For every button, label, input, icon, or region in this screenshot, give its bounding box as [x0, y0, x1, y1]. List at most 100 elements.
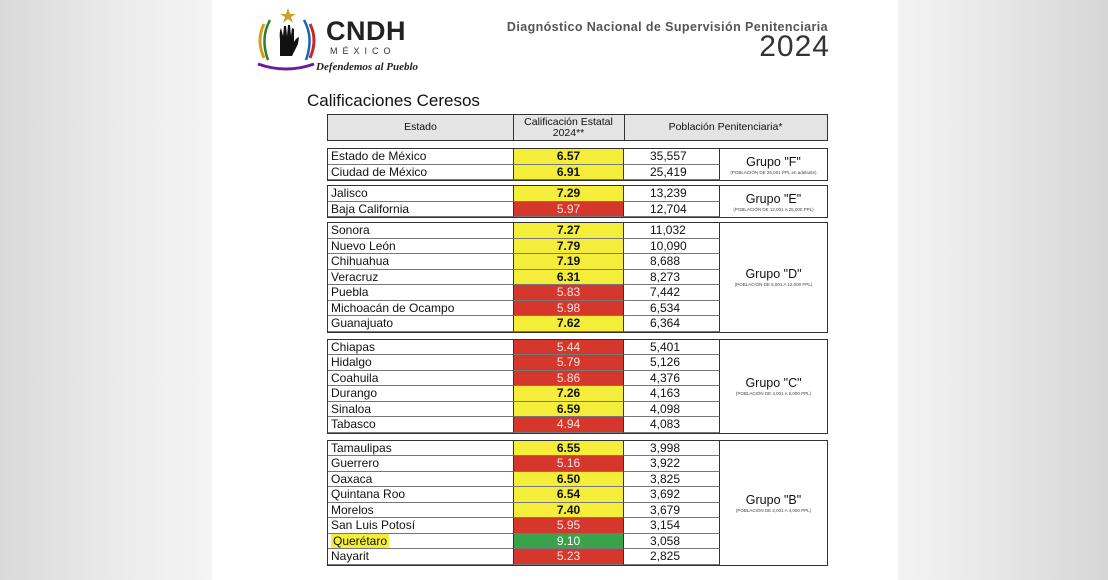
state-name-text: Tabasco	[331, 417, 376, 431]
group-range-note: (POBLACIÓN DE 6,001 A 12,000 PPL)	[734, 282, 813, 288]
state-score: 5.83	[514, 285, 624, 301]
state-name: Puebla	[328, 285, 514, 301]
background-right	[898, 0, 1108, 580]
state-score: 6.57	[514, 149, 624, 165]
state-name: Ciudad de México	[328, 164, 514, 180]
state-name-text: Chiapas	[331, 339, 376, 354]
state-name: Guanajuato	[328, 316, 514, 332]
logo-slogan: Defendemos al Pueblo	[316, 61, 419, 73]
group-block: Chiapas 5.44 5,401 Hidalgo 5.79 5,126 Coahuila…	[327, 338, 828, 434]
state-name: Guerrero	[328, 456, 514, 472]
table-row: Morelos 7.40 3,679	[328, 502, 827, 518]
state-name: Jalisco	[328, 186, 514, 202]
state-name: Morelos	[328, 502, 514, 518]
prison-population: 5,401	[624, 339, 720, 355]
group-range-note: (POBLACIÓN DE 12,001 A 25,000 PPL)	[733, 206, 814, 212]
table-row: Coahuila 5.86 4,376	[328, 370, 827, 386]
state-score: 7.19	[514, 254, 624, 270]
state-score: 5.86	[514, 370, 624, 386]
state-name: Tabasco	[328, 417, 514, 433]
state-name: Sonora	[328, 223, 514, 239]
state-name-text: Baja California	[331, 201, 410, 216]
report-year: 2024	[759, 30, 830, 63]
state-name-text: Estado de México	[331, 149, 427, 163]
state-name: Estado de México	[328, 149, 514, 165]
state-score: 5.23	[514, 549, 624, 565]
state-name-text: Oaxaca	[331, 471, 373, 486]
state-name-text: Querétaro	[331, 533, 390, 548]
logo-country: MÉXICO	[330, 46, 396, 56]
table-row: Ciudad de México 6.91 25,419	[328, 164, 827, 180]
logo-wordmark: CNDH	[326, 16, 406, 46]
column-header-calificacion: Calificación Estatal 2024**	[513, 115, 625, 140]
table-row: Sinaloa 6.59 4,098	[328, 401, 827, 417]
section-title: Calificaciones Ceresos	[307, 91, 480, 110]
state-name-text: Quintana Roo	[331, 487, 406, 501]
table-header: Estado Calificación Estatal 2024** Pobla…	[327, 114, 828, 141]
group-block: Sonora 7.27 11,032 Nuevo León 7.79 10,090 Chih…	[327, 222, 828, 333]
state-score: 7.62	[514, 316, 624, 332]
prison-population: 3,058	[624, 533, 720, 549]
state-name: Coahuila	[328, 370, 514, 386]
state-score: 5.97	[514, 201, 624, 217]
scores-table: Estado Calificación Estatal 2024** Pobla…	[327, 114, 828, 566]
prison-population: 4,163	[624, 386, 720, 402]
group-label: Grupo "B" (POBLACIÓN DE 2,001 A 4,000 PPL…	[720, 441, 827, 565]
state-score: 6.55	[514, 440, 624, 456]
state-score: 6.59	[514, 401, 624, 417]
group-label: Grupo "C" (POBLACIÓN DE 4,001 A 6,000 PPL…	[720, 340, 827, 433]
state-score: 7.40	[514, 502, 624, 518]
state-name-text: Michoacán de Ocampo	[331, 300, 455, 315]
group-range-note: (POBLACIÓN DE 4,001 A 6,000 PPL)	[735, 391, 812, 396]
state-score: 7.29	[514, 186, 624, 202]
prison-population: 12,704	[624, 201, 720, 217]
prison-population: 6,364	[624, 316, 720, 332]
state-score: 7.27	[514, 223, 624, 239]
state-name: Durango	[328, 386, 514, 402]
group-name: Grupo "D"	[745, 267, 802, 282]
table-row: Querétaro 9.10 3,058	[328, 533, 827, 549]
state-name-text: Guanajuato	[331, 316, 394, 330]
state-score: 6.91	[514, 164, 624, 180]
group-name: Grupo "E"	[745, 191, 802, 206]
prison-population: 5,126	[624, 355, 720, 371]
table-row: Quintana Roo 6.54 3,692	[328, 487, 827, 503]
group-label: Grupo "E" (POBLACIÓN DE 12,001 A 25,000 P…	[720, 186, 827, 217]
prison-population: 7,442	[624, 285, 720, 301]
state-name-text: Veracruz	[331, 269, 379, 284]
state-score: 7.26	[514, 386, 624, 402]
cndh-emblem-icon	[257, 8, 316, 71]
state-score: 4.94	[514, 417, 624, 433]
state-score: 5.98	[514, 300, 624, 316]
state-name-text: Hidalgo	[331, 355, 372, 369]
state-score: 9.10	[514, 533, 624, 549]
state-score: 5.95	[514, 518, 624, 534]
prison-population: 4,083	[624, 417, 720, 433]
state-name: Chiapas	[328, 339, 514, 355]
table-row: Chiapas 5.44 5,401	[328, 339, 827, 355]
table-row: Sonora 7.27 11,032	[328, 223, 827, 239]
table-row: Nuevo León 7.79 10,090	[328, 238, 827, 254]
state-name-text: Sonora	[331, 223, 370, 237]
state-name: San Luis Potosí	[328, 518, 514, 534]
prison-population: 3,922	[624, 456, 720, 472]
table-row: Guerrero 5.16 3,922	[328, 456, 827, 472]
table-row: Baja California 5.97 12,704	[328, 201, 827, 217]
prison-population: 25,419	[624, 164, 720, 180]
report-title: Diagnóstico Nacional de Supervisión Peni…	[506, 20, 828, 34]
prison-population: 4,098	[624, 401, 720, 417]
column-header-poblacion: Población Penitenciaria*	[668, 121, 783, 133]
group-name: Grupo "B"	[745, 492, 802, 507]
document-page: CNDH MÉXICO Defendemos al Pueblo Diagnós…	[212, 0, 898, 580]
state-score: 5.44	[514, 339, 624, 355]
table-row: Tamaulipas 6.55 3,998	[328, 440, 827, 456]
group-range-note: (POBLACIÓN DE 25,001 PPL en adelante)	[730, 169, 817, 175]
state-name-text: Nuevo León	[331, 238, 396, 253]
group-label: Grupo "D" (POBLACIÓN DE 6,001 A 12,000 PP…	[720, 223, 827, 332]
state-name-text: Jalisco	[331, 186, 368, 200]
state-score: 7.79	[514, 238, 624, 254]
prison-population: 3,825	[624, 471, 720, 487]
table-row: Puebla 5.83 7,442	[328, 285, 827, 301]
prison-population: 10,090	[624, 238, 720, 254]
state-score: 6.31	[514, 269, 624, 285]
